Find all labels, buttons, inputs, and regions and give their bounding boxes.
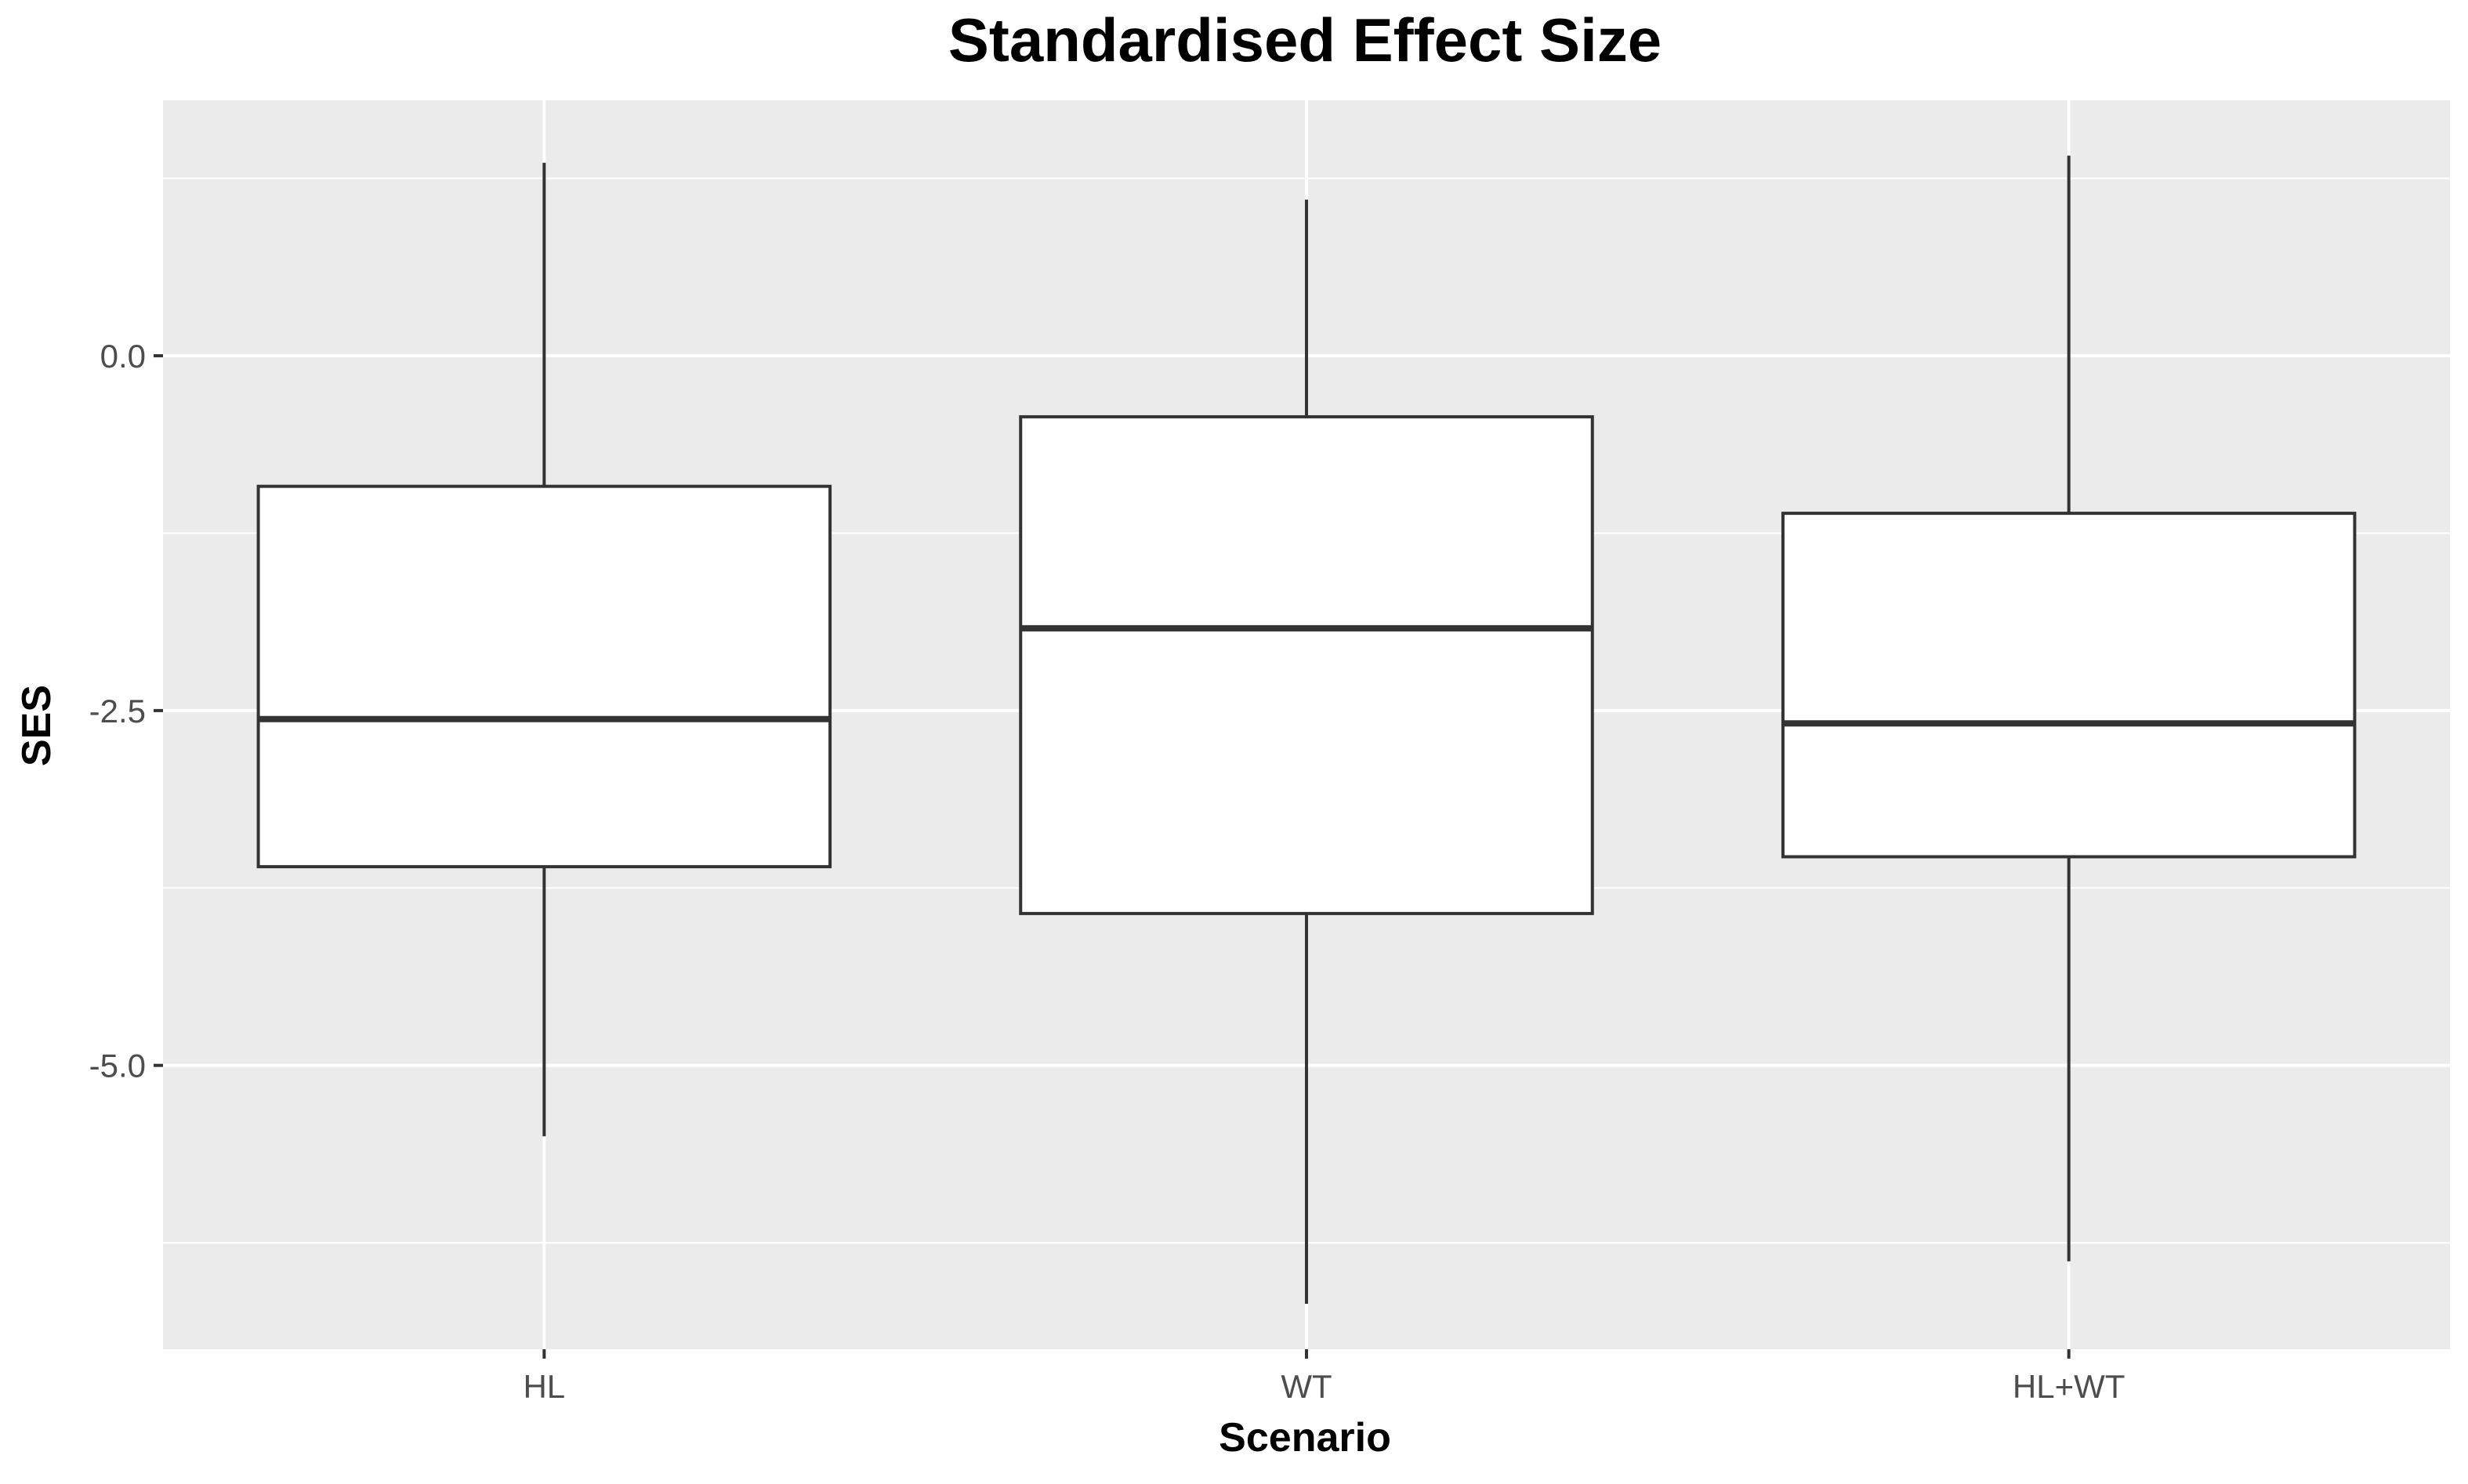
- x-tick-label: HL: [523, 1368, 565, 1405]
- y-axis-title: SES: [14, 685, 60, 766]
- x-tick-label: HL+WT: [2013, 1368, 2126, 1405]
- iqr-box: [1019, 414, 1594, 915]
- iqr-box: [1781, 512, 2357, 859]
- y-tick-label: -5.0: [89, 1048, 146, 1084]
- axes-layer: 0.0 -2.5 -5.0 HL WT HL+WT: [89, 338, 2126, 1405]
- x-axis-title: Scenario: [1219, 1415, 1391, 1460]
- iqr-box: [256, 484, 832, 869]
- y-tick-label: -2.5: [89, 693, 146, 729]
- box-wt: [1019, 199, 1594, 1305]
- box-hl: [256, 162, 832, 1137]
- box-hl-wt: [1781, 155, 2357, 1261]
- y-tick-label: 0.0: [100, 338, 146, 375]
- boxes-layer: [256, 155, 2357, 1305]
- chart-title: Standardised Effect Size: [948, 5, 1662, 74]
- x-tick-label: WT: [1281, 1368, 1332, 1405]
